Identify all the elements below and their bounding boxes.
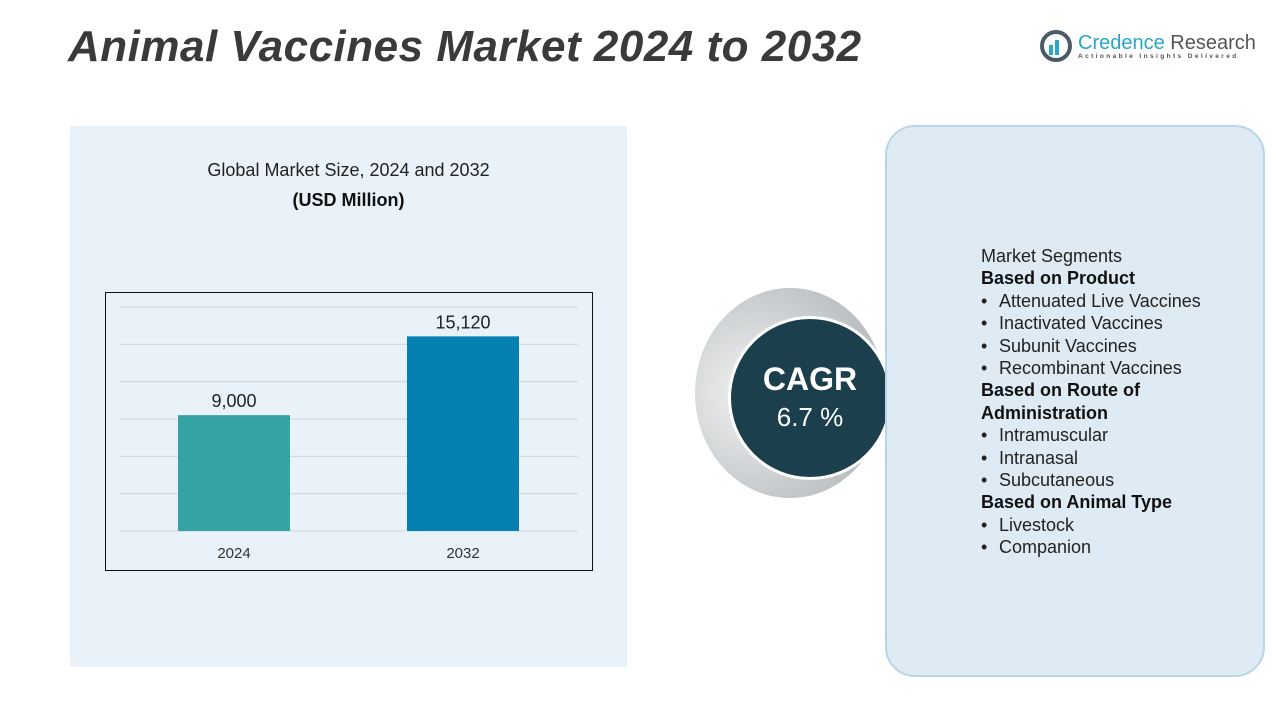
cagr-value: 6.7 %	[776, 402, 844, 432]
segment-item: Attenuated Live Vaccines	[981, 290, 1201, 312]
data-label-2032: 15,120	[435, 312, 490, 332]
segment-item: Subcutaneous	[981, 469, 1201, 491]
bar-chart: 9,000 2024 15,120 2032	[120, 306, 578, 562]
cagr-badge: CAGR 6.7 %	[728, 316, 892, 480]
segment-item: Intramuscular	[981, 424, 1201, 446]
page-title: Animal Vaccines Market 2024 to 2032	[68, 22, 862, 71]
segment-group-title: Based on Animal Type	[981, 492, 1173, 513]
segment-item: Companion	[981, 536, 1201, 558]
segment-item: Livestock	[981, 514, 1201, 536]
chart-title: Global Market Size, 2024 and 2032	[207, 160, 490, 180]
bar-2024	[178, 415, 290, 531]
segments-panel	[885, 125, 1265, 677]
segments-heading: Market Segments	[981, 246, 1123, 266]
x-tick-label: 2024	[217, 545, 250, 562]
chart-frame: 9,000 2024 15,120 2032	[105, 292, 593, 571]
data-label-2024: 9,000	[211, 391, 256, 411]
bar-2032	[407, 336, 519, 531]
segment-item: Inactivated Vaccines	[981, 312, 1201, 334]
segment-item: Intranasal	[981, 447, 1201, 469]
chart-unit: (USD Million)	[292, 190, 405, 210]
logo-chart-icon	[1040, 30, 1072, 62]
logo-name-2: Research	[1170, 31, 1256, 54]
segments-list: Market Segments Based on Product Attenua…	[981, 245, 1201, 559]
x-tick-label: 2032	[446, 545, 479, 562]
segment-item: Subunit Vaccines	[981, 335, 1201, 357]
logo: Credence Research Actionable Insights De…	[1040, 30, 1256, 62]
chart-panel	[70, 126, 627, 667]
cagr-label: CAGR	[762, 361, 858, 397]
segment-group-title: Based on Product	[981, 268, 1136, 289]
segment-group-title: Based on Route of Administration	[981, 380, 1141, 423]
logo-name-1: Credence	[1078, 31, 1165, 54]
segment-item: Recombinant Vaccines	[981, 357, 1201, 379]
logo-tagline: Actionable Insights Delivered	[1078, 52, 1239, 60]
